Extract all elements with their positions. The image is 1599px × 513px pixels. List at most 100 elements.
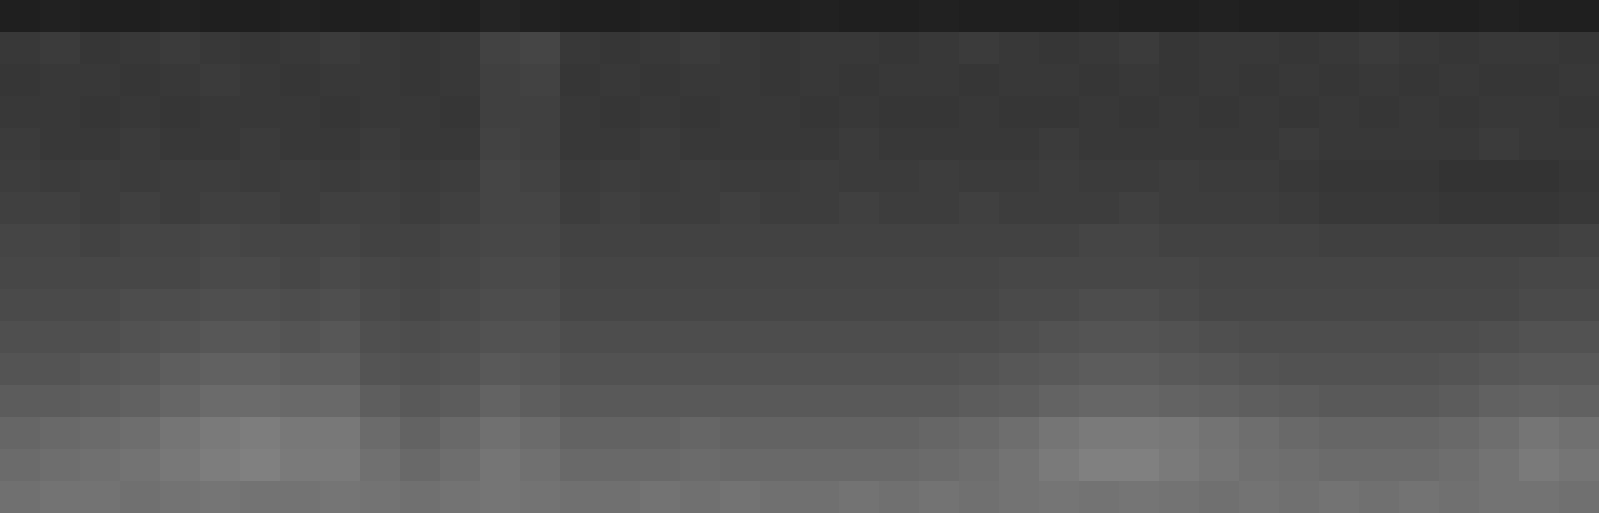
heatmap-cell xyxy=(280,321,320,354)
heatmap-cell xyxy=(600,224,640,257)
heatmap-cell xyxy=(680,321,720,354)
heatmap-cell xyxy=(40,289,80,322)
heatmap-cell xyxy=(1199,96,1239,129)
heatmap-cell xyxy=(999,32,1039,65)
heatmap-cell xyxy=(440,353,480,386)
heatmap-cell xyxy=(800,321,840,354)
heatmap-cell xyxy=(520,449,560,482)
heatmap-cell xyxy=(879,32,919,65)
heatmap-cell xyxy=(200,449,240,482)
heatmap-cell xyxy=(120,32,160,65)
heatmap-cell xyxy=(440,128,480,161)
heatmap-cell xyxy=(839,321,879,354)
heatmap-cell xyxy=(320,160,360,193)
heatmap-cell xyxy=(200,0,240,33)
heatmap-cell xyxy=(959,160,999,193)
heatmap-cell xyxy=(520,224,560,257)
heatmap-cell xyxy=(1159,96,1199,129)
heatmap-cell xyxy=(200,64,240,97)
heatmap-cell xyxy=(640,417,680,450)
heatmap-cell xyxy=(1399,257,1439,290)
heatmap-cell xyxy=(200,385,240,418)
heatmap-cell xyxy=(1199,192,1239,225)
heatmap-cell xyxy=(40,96,80,129)
heatmap-cell xyxy=(1239,385,1279,418)
heatmap-cell xyxy=(999,64,1039,97)
heatmap-cell xyxy=(1319,224,1359,257)
heatmap-cell xyxy=(1399,128,1439,161)
heatmap-cell xyxy=(1519,192,1559,225)
heatmap-cell xyxy=(1319,64,1359,97)
heatmap-cell xyxy=(480,257,520,290)
heatmap-cell xyxy=(1359,289,1399,322)
heatmap-cell xyxy=(120,321,160,354)
heatmap-cell xyxy=(1239,192,1279,225)
heatmap-cell xyxy=(1119,32,1159,65)
heatmap-cell xyxy=(440,192,480,225)
heatmap-cell xyxy=(1119,257,1159,290)
heatmap-cell xyxy=(1399,353,1439,386)
heatmap-cell xyxy=(1159,481,1199,513)
heatmap-cell xyxy=(680,128,720,161)
heatmap-cell xyxy=(1079,385,1119,418)
heatmap-cell xyxy=(839,0,879,33)
heatmap-cell xyxy=(40,0,80,33)
heatmap-cell xyxy=(160,289,200,322)
heatmap-cell xyxy=(640,160,680,193)
heatmap-cell xyxy=(560,481,600,513)
heatmap-cell xyxy=(560,0,600,33)
heatmap-cell xyxy=(440,96,480,129)
heatmap-cell xyxy=(0,64,40,97)
heatmap-cell xyxy=(40,449,80,482)
heatmap-cell xyxy=(280,96,320,129)
heatmap-cell xyxy=(200,128,240,161)
heatmap-cell xyxy=(440,0,480,33)
heatmap-cell xyxy=(879,321,919,354)
heatmap-cell xyxy=(760,64,800,97)
heatmap-cell xyxy=(360,32,400,65)
heatmap-cell xyxy=(1199,385,1239,418)
heatmap-cell xyxy=(800,160,840,193)
heatmap-cell xyxy=(240,0,280,33)
heatmap-cell xyxy=(520,321,560,354)
heatmap-cell xyxy=(1239,353,1279,386)
heatmap-cell xyxy=(440,224,480,257)
heatmap-cell xyxy=(160,224,200,257)
heatmap-cell xyxy=(400,353,440,386)
heatmap-cell xyxy=(1279,353,1319,386)
heatmap-cell xyxy=(800,32,840,65)
heatmap-cell xyxy=(160,353,200,386)
heatmap-cell xyxy=(1479,289,1519,322)
heatmap-cell xyxy=(520,417,560,450)
heatmap-cell xyxy=(839,449,879,482)
heatmap-cell xyxy=(959,224,999,257)
heatmap-cell xyxy=(839,128,879,161)
heatmap-cell xyxy=(480,64,520,97)
heatmap-cell xyxy=(1239,224,1279,257)
heatmap-cell xyxy=(0,385,40,418)
heatmap-cell xyxy=(360,257,400,290)
heatmap-cell xyxy=(1239,128,1279,161)
heatmap-cell xyxy=(1479,0,1519,33)
heatmap-cell xyxy=(360,160,400,193)
heatmap-cell xyxy=(600,417,640,450)
heatmap-cell xyxy=(1319,449,1359,482)
heatmap-cell xyxy=(440,321,480,354)
heatmap-cell xyxy=(480,160,520,193)
heatmap-cell xyxy=(600,289,640,322)
heatmap-cell xyxy=(1519,449,1559,482)
heatmap-cell xyxy=(680,353,720,386)
heatmap-cell xyxy=(1119,417,1159,450)
heatmap-cell xyxy=(999,160,1039,193)
heatmap-cell xyxy=(760,321,800,354)
heatmap-cell xyxy=(200,192,240,225)
heatmap-cell xyxy=(560,257,600,290)
heatmap-cell xyxy=(1479,417,1519,450)
heatmap-cell xyxy=(959,96,999,129)
heatmap-cell xyxy=(1159,32,1199,65)
heatmap-cell xyxy=(839,417,879,450)
heatmap-cell xyxy=(360,385,400,418)
heatmap-cell xyxy=(919,32,959,65)
heatmap-cell xyxy=(800,192,840,225)
heatmap-cell xyxy=(320,417,360,450)
